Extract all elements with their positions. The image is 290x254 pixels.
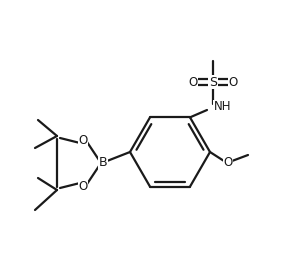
Text: S: S <box>209 75 217 88</box>
Text: O: O <box>78 134 88 147</box>
Text: O: O <box>188 75 197 88</box>
Text: O: O <box>223 155 233 168</box>
Text: O: O <box>229 75 238 88</box>
Text: B: B <box>99 156 107 169</box>
Text: NH: NH <box>214 101 231 114</box>
Text: O: O <box>78 180 88 193</box>
